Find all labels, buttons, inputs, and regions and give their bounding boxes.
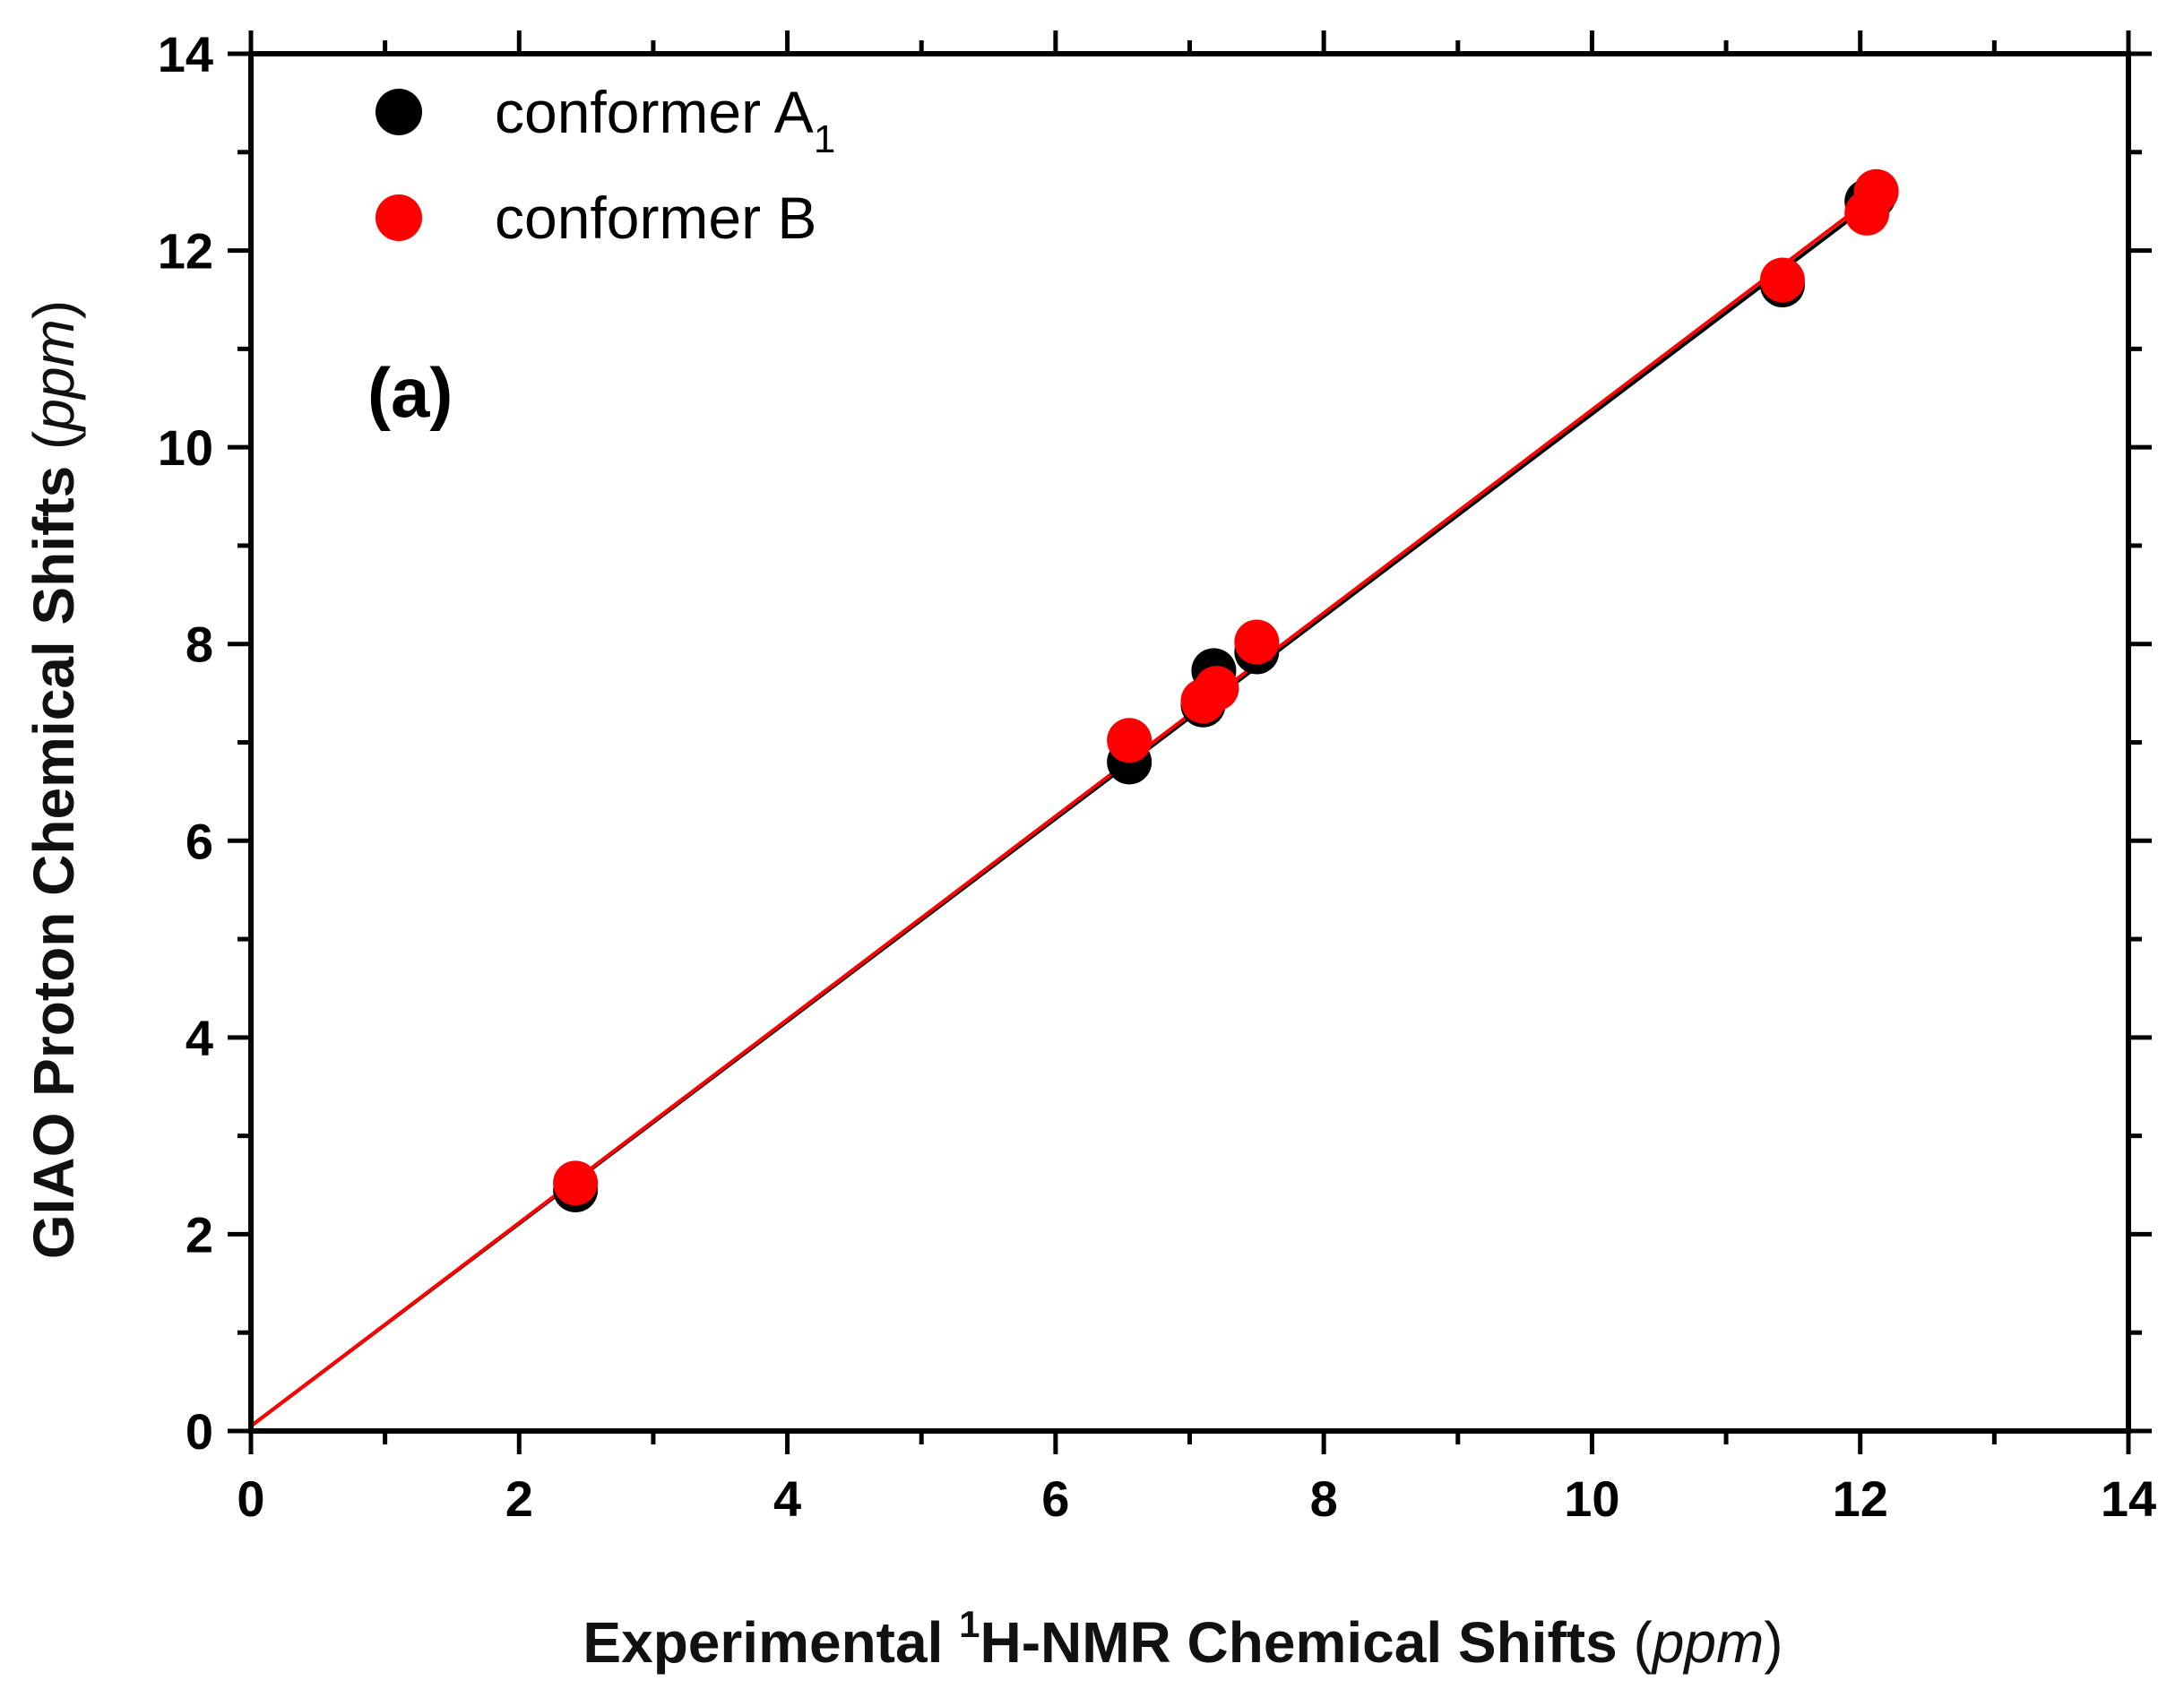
x-axis-title-paren-close: ) (1764, 1610, 1783, 1675)
x-axis-title-superscript: 1 (959, 1603, 980, 1645)
y-tick-label: 6 (186, 813, 213, 869)
x-tick-label: 10 (1564, 1470, 1619, 1527)
x-tick-label: 12 (1833, 1470, 1888, 1527)
axis-ticks (228, 30, 2152, 1454)
y-axis-title-unit: ppm (22, 319, 86, 433)
x-tick-label: 14 (2101, 1470, 2156, 1527)
panel-annotation: (a) (367, 353, 453, 432)
legend-item-conformer-a1: conformer A1 (376, 79, 835, 161)
x-tick-label: 0 (237, 1470, 264, 1527)
y-tick-label: 14 (158, 26, 213, 82)
y-tick-labels: 0 2 4 6 8 10 12 14 (158, 26, 213, 1460)
x-axis-title-unit: ppm (1651, 1610, 1765, 1675)
y-axis-title-main: GIAO Proton Chemical Shifts (22, 450, 86, 1259)
y-axis-title-paren-open: ( (22, 431, 86, 450)
x-tick-label: 6 (1041, 1470, 1069, 1527)
fit-line-conformer-b (249, 194, 1875, 1428)
legend-marker-conformer-a1 (376, 89, 422, 135)
y-tick-label: 12 (158, 223, 213, 280)
x-tick-label: 8 (1310, 1470, 1338, 1527)
legend-item-conformer-b: conformer B (376, 185, 816, 251)
data-point-conformer-b (1107, 718, 1152, 763)
legend: conformer A1 conformer B (376, 79, 835, 251)
data-point-conformer-b (1759, 257, 1805, 303)
y-tick-label: 4 (186, 1010, 213, 1066)
x-tick-labels: 0 2 4 6 8 10 12 14 (237, 1470, 2156, 1527)
x-axis-title-main: H-NMR Chemical Shifts (980, 1610, 1633, 1675)
legend-label-conformer-a1-subscript: 1 (814, 117, 835, 161)
x-tick-label: 2 (505, 1470, 533, 1527)
x-axis-title-paren-open: ( (1633, 1610, 1652, 1675)
legend-label-conformer-b: conformer B (495, 185, 816, 251)
data-point-conformer-b (553, 1160, 599, 1206)
data-points (553, 168, 1899, 1213)
x-tick-label: 4 (773, 1470, 801, 1527)
y-tick-label: 0 (186, 1403, 213, 1460)
y-tick-label: 10 (158, 419, 213, 476)
y-axis-title: GIAO Proton Chemical Shifts (ppm) (22, 300, 86, 1259)
x-axis-title-prefix: Experimental (583, 1610, 959, 1675)
data-point-conformer-b (1234, 619, 1280, 665)
x-axis-title: Experimental 1H-NMR Chemical Shifts (ppm… (583, 1603, 1783, 1675)
legend-label-conformer-a1-name: conformer A (495, 79, 814, 145)
plot-frame (248, 51, 2131, 1434)
data-point-conformer-b (1853, 168, 1899, 214)
y-tick-label: 8 (186, 616, 213, 673)
legend-marker-conformer-b (376, 194, 422, 241)
data-point-conformer-b (1194, 666, 1239, 711)
y-tick-label: 2 (186, 1206, 213, 1263)
y-axis-title-paren-close: ) (22, 300, 86, 319)
fit-lines (249, 194, 1875, 1428)
legend-label-conformer-a1: conformer A1 (495, 79, 835, 161)
